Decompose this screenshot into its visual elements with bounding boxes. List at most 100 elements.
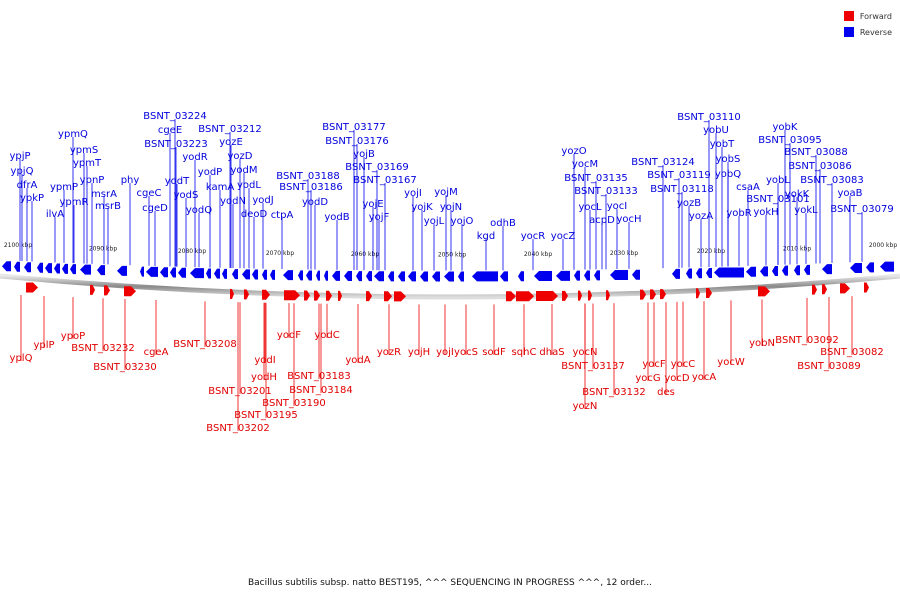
reverse-gene-label: yojM [434, 187, 457, 198]
reverse-gene-label: BSNT_03169 [345, 162, 408, 173]
reverse-gene-label: yodP [198, 167, 222, 178]
reverse-gene [190, 268, 204, 279]
reverse-gene [374, 271, 384, 282]
forward-gene-label: yodA [345, 355, 370, 366]
forward-gene [394, 291, 406, 302]
reverse-gene-label: ypnP [80, 175, 105, 186]
reverse-gene [232, 269, 238, 280]
reverse-gene-label: yozO [561, 146, 586, 157]
reverse-gene-label: cgeE [158, 125, 182, 136]
reverse-gene-label: BSNT_03110 [677, 112, 740, 123]
reverse-gene-label: ypmS [70, 145, 98, 156]
reverse-gene-label: yobR [726, 208, 751, 219]
forward-gene [230, 289, 234, 300]
reverse-gene [324, 270, 328, 281]
forward-gene-label: BSNT_03195 [234, 410, 297, 421]
reverse-gene-label: BSNT_03083 [800, 175, 863, 186]
forward-gene-label: yplP [33, 340, 54, 351]
forward-gene-label: BSNT_03183 [287, 371, 350, 382]
reverse-gene [408, 271, 416, 282]
legend-forward-label: Forward [859, 11, 892, 21]
reverse-gene [696, 268, 702, 279]
reverse-gene [270, 269, 275, 280]
reverse-gene [518, 271, 524, 282]
reverse-gene-label: ypmP [50, 182, 78, 193]
reverse-gene-label: yojL [424, 216, 445, 227]
forward-gene [588, 290, 592, 301]
forward-gene [384, 291, 392, 302]
reverse-gene [252, 269, 258, 280]
reverse-gene [432, 271, 440, 282]
reverse-gene-label: yojN [440, 202, 462, 213]
reverse-gene-label: yozD [228, 151, 253, 162]
reverse-gene [500, 271, 508, 282]
reverse-gene-label: yobS [716, 154, 741, 165]
reverse-genes [2, 261, 894, 282]
reverse-gene [97, 265, 105, 276]
reverse-gene-label: yodT [165, 176, 190, 187]
reverse-gene-label: yocI [607, 201, 627, 212]
forward-gene-label: yozR [377, 347, 401, 358]
reverse-gene-label: msrA [91, 189, 117, 200]
tick-label: 2050 kbp [438, 251, 466, 258]
forward-gene-label: yojI [436, 347, 454, 358]
reverse-gene-label: yocH [616, 214, 641, 225]
forward-gene [124, 286, 136, 297]
reverse-gene [556, 270, 570, 281]
reverse-gene-label: BSNT_03135 [564, 173, 627, 184]
reverse-gene [2, 261, 11, 272]
reverse-gene-label: yodS [174, 190, 199, 201]
reverse-gene-label: yodD [302, 197, 328, 208]
reverse-gene [772, 266, 778, 277]
reverse-gene-label: ypmT [73, 158, 102, 169]
forward-gene-label: yocS [454, 347, 478, 358]
forward-gene-label: BSNT_03092 [775, 335, 838, 346]
reverse-gene-label: yocM [572, 159, 598, 170]
reverse-gene [170, 267, 176, 278]
reverse-gene [146, 266, 158, 277]
reverse-gene [746, 266, 756, 277]
legend-forward: Forward [843, 8, 892, 24]
reverse-gene-label: yozA [689, 211, 713, 222]
reverse-gene [584, 270, 590, 281]
reverse-gene-label: BSNT_03224 [143, 111, 206, 122]
reverse-gene [62, 263, 68, 274]
reverse-gene-label: yokL [794, 205, 818, 216]
forward-gene-label: dhaS [539, 347, 564, 358]
forward-gene [696, 288, 700, 299]
reverse-gene [714, 267, 744, 278]
forward-gene [314, 290, 320, 301]
forward-gene-label: yodC [314, 330, 339, 341]
reverse-gene-label: yobL [766, 175, 790, 186]
forward-gene-label: yobN [749, 338, 775, 349]
reverse-gene-label: yodL [237, 180, 261, 191]
forward-gene-label: yodH [251, 372, 277, 383]
reverse-gene [214, 268, 220, 279]
reverse-gene [332, 270, 340, 281]
forward-gene-label: des [657, 387, 675, 398]
forward-gene [864, 282, 869, 293]
reverse-gene-label: msrB [95, 201, 121, 212]
forward-gene [104, 285, 110, 296]
reverse-gene [574, 270, 580, 281]
reverse-gene-label: BSNT_03119 [647, 170, 710, 181]
reverse-gene [804, 264, 810, 275]
reverse-gene [37, 262, 43, 273]
forward-gene [90, 284, 95, 295]
forward-gene-label: cgeA [144, 347, 169, 358]
reverse-gene-label: yoaB [837, 188, 862, 199]
reverse-gene [672, 268, 680, 279]
reverse-gene-label: yodQ [186, 205, 212, 216]
reverse-gene-label: yobU [703, 125, 729, 136]
forward-gene-label: yplQ [10, 353, 33, 364]
reverse-gene-label: ctpA [271, 210, 294, 221]
forward-gene-label: BSNT_03202 [206, 423, 269, 434]
reverse-gene [70, 264, 76, 275]
reverse-gene-label: yojI [404, 188, 422, 199]
reverse-gene-label: cgeD [142, 203, 168, 214]
tick-label: 2030 kbp [610, 250, 638, 257]
reverse-gene-label: ypjQ [11, 166, 34, 177]
reverse-gene [262, 269, 267, 280]
forward-gene-label: BSNT_03232 [71, 343, 134, 354]
